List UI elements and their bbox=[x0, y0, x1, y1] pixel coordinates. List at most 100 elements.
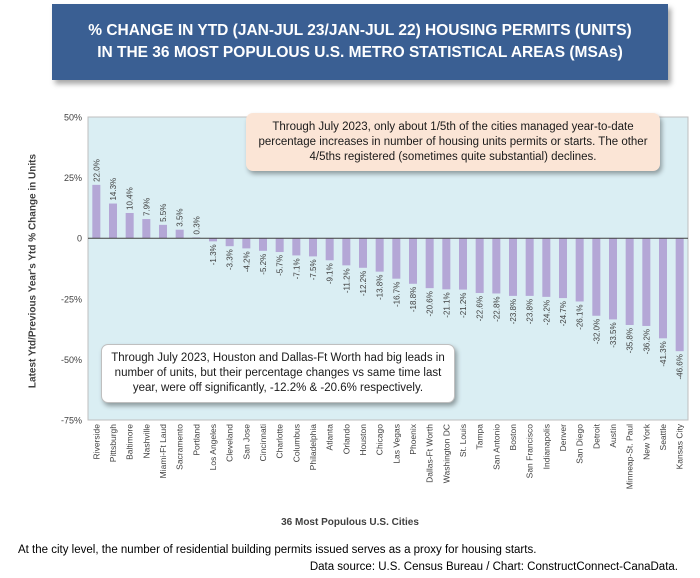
category-label: Miami-Ft Laud bbox=[158, 424, 168, 479]
category-label: Dallas-Ft Worth bbox=[425, 424, 435, 483]
data-label: -7.5% bbox=[309, 259, 318, 280]
data-label: -7.1% bbox=[292, 258, 301, 279]
data-label: -18.8% bbox=[409, 287, 418, 312]
y-tick-label: 0 bbox=[77, 234, 82, 244]
bar bbox=[242, 238, 251, 249]
category-label: Kansas City bbox=[675, 423, 685, 469]
data-label: -9.1% bbox=[326, 263, 335, 284]
category-label: Detroit bbox=[591, 423, 601, 449]
data-label: -35.8% bbox=[626, 328, 635, 353]
data-label: -26.1% bbox=[576, 304, 585, 329]
category-label: Nashville bbox=[141, 424, 151, 459]
bar bbox=[92, 184, 101, 239]
data-label: -32.0% bbox=[592, 319, 601, 344]
bar bbox=[175, 229, 184, 239]
data-label: 3.5% bbox=[176, 208, 185, 226]
bar bbox=[559, 238, 567, 299]
bar bbox=[642, 238, 651, 326]
bar bbox=[375, 238, 384, 272]
bar bbox=[109, 203, 117, 239]
category-label: Phoenix bbox=[408, 423, 418, 454]
bar bbox=[325, 238, 334, 261]
bar bbox=[659, 238, 667, 339]
data-label: -16.7% bbox=[392, 282, 401, 307]
category-label: Philadelphia bbox=[308, 424, 318, 471]
bar bbox=[359, 238, 367, 268]
chart-title-line-2: IN THE 36 MOST POPULOUS U.S. METRO STATI… bbox=[97, 44, 623, 61]
data-label: -36.2% bbox=[642, 329, 651, 354]
y-tick-label: -25% bbox=[61, 294, 82, 304]
bar bbox=[309, 238, 317, 257]
chart-title-line-1: % CHANGE IN YTD (JAN-JUL 23/JAN-JUL 22) … bbox=[88, 22, 632, 39]
source-credit: Data source: U.S. Census Bureau / Chart:… bbox=[309, 561, 678, 573]
bar bbox=[425, 238, 434, 289]
data-label: -21.1% bbox=[442, 292, 451, 317]
bar bbox=[259, 238, 267, 251]
data-label: 5.5% bbox=[159, 204, 168, 222]
data-label: -3.3% bbox=[226, 249, 235, 270]
data-label: -24.2% bbox=[542, 300, 551, 325]
category-label: Los Angeles bbox=[208, 424, 218, 470]
bar bbox=[142, 219, 151, 239]
data-label: -33.5% bbox=[609, 322, 618, 347]
bar bbox=[209, 238, 217, 242]
data-label: -46.6% bbox=[676, 354, 685, 379]
chart-title: % CHANGE IN YTD (JAN-JUL 23/JAN-JUL 22) … bbox=[52, 4, 668, 80]
category-label: Baltimore bbox=[125, 424, 135, 460]
category-label: Indianapolis bbox=[541, 424, 551, 469]
data-label: -20.6% bbox=[426, 291, 435, 316]
bar bbox=[409, 238, 417, 284]
annotation-bottom: Through July 2023, Houston and Dallas-Ft… bbox=[101, 344, 455, 403]
data-label: -1.3% bbox=[209, 244, 218, 265]
y-tick-label: -50% bbox=[61, 355, 82, 365]
category-label: Boston bbox=[508, 424, 518, 451]
category-label: New York bbox=[641, 423, 651, 460]
y-tick-label: -75% bbox=[61, 416, 82, 426]
category-label: St. Louis bbox=[458, 424, 468, 457]
bar bbox=[342, 238, 351, 266]
category-label: Chicago bbox=[375, 424, 385, 455]
category-label: San Jose bbox=[241, 424, 251, 460]
bar bbox=[609, 238, 617, 320]
category-label: Pittsburgh bbox=[108, 424, 118, 463]
data-label: 0.3% bbox=[192, 216, 201, 234]
bar bbox=[125, 212, 134, 239]
y-tick-label: 25% bbox=[64, 173, 82, 183]
x-axis-label: 36 Most Populous U.S. Cities bbox=[281, 517, 419, 528]
data-label: -13.8% bbox=[376, 275, 385, 300]
category-label: Austin bbox=[608, 424, 618, 448]
bar bbox=[275, 238, 284, 253]
category-label: San Diego bbox=[575, 424, 585, 464]
bar bbox=[675, 238, 684, 352]
data-label: -4.2% bbox=[242, 251, 251, 272]
category-label: San Francisco bbox=[525, 424, 535, 479]
category-label: Riverside bbox=[91, 424, 101, 460]
category-label: Denver bbox=[558, 424, 568, 452]
category-label: Portland bbox=[191, 424, 201, 456]
bar bbox=[542, 238, 551, 297]
data-label: -12.2% bbox=[359, 271, 368, 296]
category-label: Orlando bbox=[341, 424, 351, 455]
y-axis-label: Latest Ytd/Previous Year's Ytd % Change … bbox=[27, 153, 39, 389]
data-label: 22.0% bbox=[92, 159, 101, 182]
data-label: 10.4% bbox=[126, 187, 135, 210]
bar bbox=[459, 238, 467, 290]
footnote: At the city level, the number of residen… bbox=[18, 544, 537, 556]
category-label: Sacramento bbox=[175, 424, 185, 470]
y-tick-label: 50% bbox=[64, 113, 82, 123]
data-label: -11.2% bbox=[342, 268, 351, 293]
annotation-top: Through July 2023, only about 1/5th of t… bbox=[246, 113, 660, 171]
category-label: Atlanta bbox=[325, 424, 335, 451]
bar bbox=[625, 238, 634, 325]
bar bbox=[292, 238, 301, 256]
bar bbox=[475, 238, 484, 293]
category-label: Washington DC bbox=[441, 424, 451, 483]
bar bbox=[159, 224, 167, 239]
category-label: Columbus bbox=[291, 424, 301, 462]
data-label: 14.3% bbox=[109, 178, 118, 201]
category-label: Tampa bbox=[475, 424, 485, 450]
data-label: -22.6% bbox=[476, 296, 485, 321]
category-label: Minneap-St. Paul bbox=[625, 424, 635, 489]
bar bbox=[592, 238, 601, 316]
